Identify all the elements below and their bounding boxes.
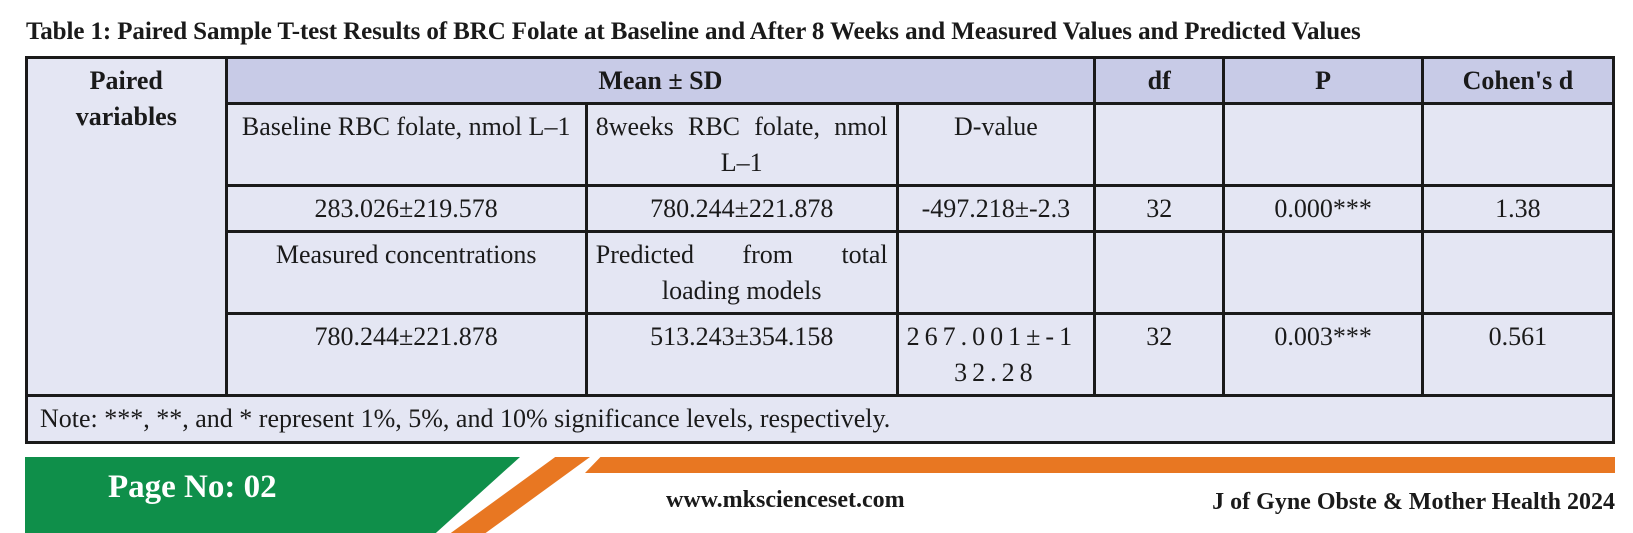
d-value-cell: -497.218±-2.3 xyxy=(895,183,1097,233)
p-value-cell-2: 0.003*** xyxy=(1222,311,1424,398)
cohens-d-value-cell: 1.38 xyxy=(1420,183,1616,233)
page-number: Page No: 02 xyxy=(108,469,277,505)
empty-cell xyxy=(1420,101,1616,187)
empty-cell xyxy=(1420,229,1616,315)
footer-orange-bar xyxy=(585,457,1615,473)
website-link[interactable]: www.mkscienceset.com xyxy=(666,487,905,513)
predicted-label-cell: Predicted from total loading models xyxy=(584,229,899,315)
8weeks-label-cell: 8weeks RBC folate, nmol L–1 xyxy=(584,101,899,187)
table-caption: Table 1: Paired Sample T-test Results of… xyxy=(26,18,1361,45)
measured-label-cell: Measured concentrations xyxy=(224,229,588,315)
df-header: df xyxy=(1093,56,1226,105)
empty-cell xyxy=(1222,101,1424,187)
baseline-value-cell: 283.026±219.578 xyxy=(224,183,588,233)
cohens-d-header: Cohen's d xyxy=(1420,56,1616,105)
df-value-cell: 32 xyxy=(1093,183,1226,233)
empty-cell xyxy=(1222,229,1424,315)
results-table: Paired variables Mean ± SD df P Cohen's … xyxy=(25,55,1616,444)
empty-cell xyxy=(895,229,1097,315)
paired-variables-header: Paired variables xyxy=(25,55,228,398)
empty-cell xyxy=(1093,229,1226,315)
journal-name: J of Gyne Obste & Mother Health 2024 xyxy=(1212,489,1615,515)
predicted-value-cell: 513.243±354.158 xyxy=(584,311,899,398)
p-header: P xyxy=(1222,56,1424,105)
page-footer: Page No: 02 www.mkscienceset.com J of Gy… xyxy=(0,450,1633,533)
p-value-cell: 0.000*** xyxy=(1222,183,1424,233)
d-value-label-cell: D-value xyxy=(895,101,1097,187)
baseline-label-cell: Baseline RBC folate, nmol L–1 xyxy=(224,101,588,187)
table-note: Note: ***, **, and * represent 1%, 5%, a… xyxy=(25,394,1615,444)
df-value-cell-2: 32 xyxy=(1093,311,1226,398)
d-value-cell-2: 267.001±-132.28 xyxy=(895,311,1097,398)
measured-value-cell: 780.244±221.878 xyxy=(224,311,588,398)
8weeks-value-cell: 780.244±221.878 xyxy=(584,183,899,233)
empty-cell xyxy=(1093,101,1226,187)
cohens-d-value-cell-2: 0.561 xyxy=(1420,311,1616,398)
mean-sd-header: Mean ± SD xyxy=(224,56,1097,105)
footer-green-band xyxy=(25,457,520,533)
